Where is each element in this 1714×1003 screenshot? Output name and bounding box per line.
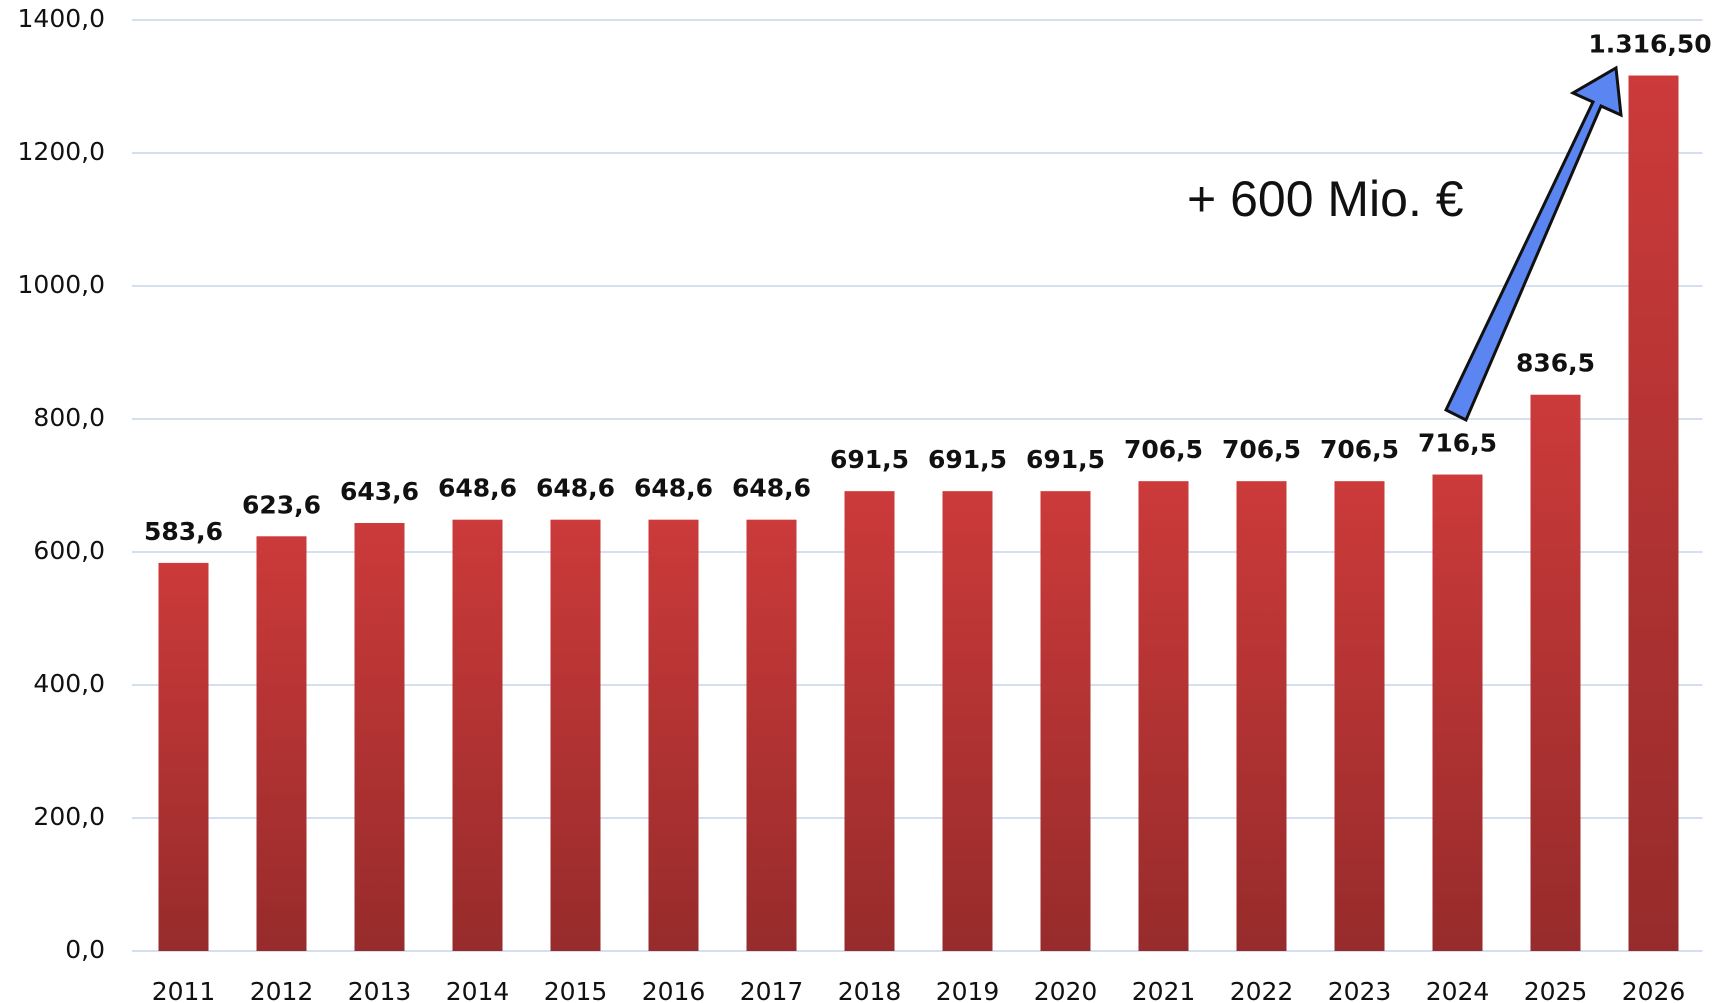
growth-arrow	[1444, 65, 1623, 423]
x-tick-label: 2016	[642, 977, 706, 1003]
data-label: 691,5	[830, 445, 909, 474]
x-tick-label: 2024	[1426, 977, 1490, 1003]
x-tick-label: 2025	[1524, 977, 1588, 1003]
bar	[648, 519, 699, 951]
y-tick-label: 800,0	[33, 403, 105, 432]
bar	[746, 519, 797, 951]
bar	[1530, 394, 1581, 951]
bar	[1040, 491, 1091, 951]
data-label: 836,5	[1516, 349, 1595, 378]
bar	[1236, 481, 1287, 951]
x-tick-label: 2014	[446, 977, 510, 1003]
x-tick-label: 2012	[250, 977, 314, 1003]
data-label: 583,6	[144, 517, 223, 546]
bar	[942, 491, 993, 951]
y-tick-label: 200,0	[33, 802, 105, 831]
y-tick-label: 600,0	[33, 536, 105, 565]
data-label: 648,6	[634, 474, 713, 503]
bar	[354, 523, 405, 951]
x-tick-label: 2019	[936, 977, 1000, 1003]
x-tick-label: 2021	[1132, 977, 1196, 1003]
data-label: 623,6	[242, 490, 321, 519]
y-tick-label: 1400,0	[18, 4, 105, 33]
x-tick-label: 2022	[1230, 977, 1294, 1003]
x-tick-label: 2023	[1328, 977, 1392, 1003]
y-tick-label: 1000,0	[18, 270, 105, 299]
bar	[1138, 481, 1189, 951]
bars: 2011 583,6 2012 623,6 2013 643,6 2014 648,6 2015…	[144, 30, 1712, 1003]
data-label: 648,6	[732, 474, 811, 503]
bar	[844, 491, 895, 951]
data-label: 691,5	[1026, 445, 1105, 474]
data-label: 706,5	[1320, 435, 1399, 464]
data-label: 706,5	[1222, 435, 1301, 464]
data-label: 643,6	[340, 477, 419, 506]
annotation: + 600 Mio. €	[1187, 171, 1464, 227]
bar	[256, 536, 307, 951]
x-tick-label: 2017	[740, 977, 804, 1003]
x-tick-label: 2018	[838, 977, 902, 1003]
x-tick-label: 2015	[544, 977, 608, 1003]
data-label: 648,6	[536, 474, 615, 503]
y-tick-label: 0,0	[65, 935, 105, 964]
x-tick-label: 2026	[1622, 977, 1686, 1003]
x-tick-label: 2020	[1034, 977, 1098, 1003]
bar	[158, 562, 209, 951]
x-tick-label: 2011	[152, 977, 216, 1003]
bar	[1432, 474, 1483, 951]
y-tick-label: 400,0	[33, 669, 105, 698]
bar	[1334, 481, 1385, 951]
x-tick-label: 2013	[348, 977, 412, 1003]
data-label: 648,6	[438, 474, 517, 503]
y-tick-label: 1200,0	[18, 137, 105, 166]
data-label: 716,5	[1418, 429, 1497, 458]
data-label: 1.316,50	[1588, 30, 1711, 59]
bar	[1628, 75, 1679, 952]
data-label: 706,5	[1124, 435, 1203, 464]
bar	[452, 519, 503, 951]
bar	[550, 519, 601, 951]
data-label: 691,5	[928, 445, 1007, 474]
